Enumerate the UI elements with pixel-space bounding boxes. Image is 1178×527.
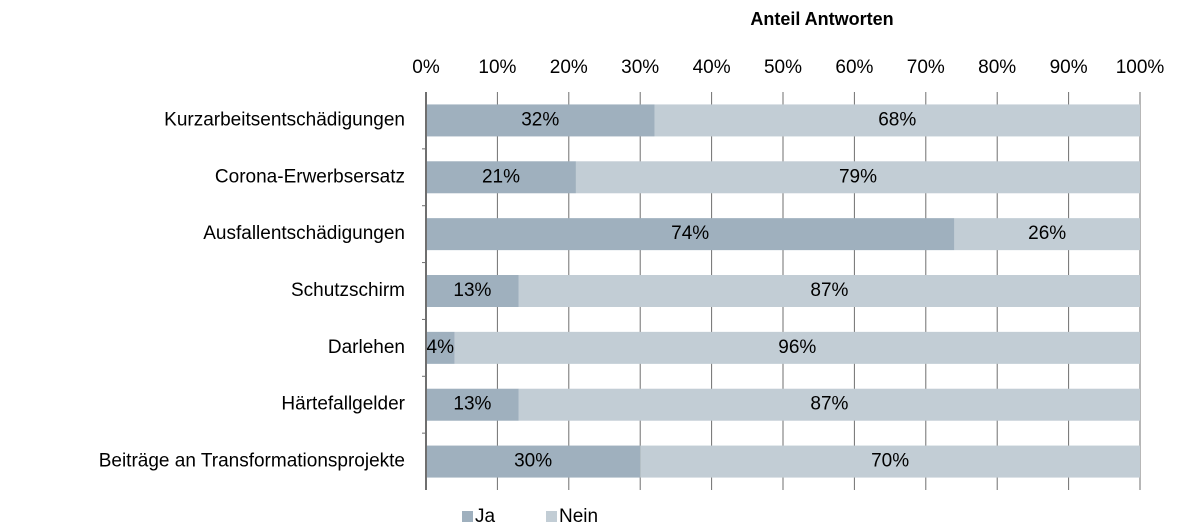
bar-segment — [426, 104, 655, 137]
legend-swatch — [462, 511, 473, 522]
data-label: 68% — [878, 109, 916, 130]
bar-segment — [518, 388, 1140, 421]
data-label: 32% — [521, 109, 559, 130]
bar-segment — [426, 218, 955, 251]
data-label: 74% — [671, 223, 709, 244]
data-label: 96% — [778, 337, 816, 358]
data-label: 21% — [482, 166, 520, 187]
bar-segment — [426, 331, 455, 364]
bar-segment — [654, 104, 1140, 137]
bar-segment — [518, 275, 1140, 307]
x-tick-label: 10% — [478, 57, 516, 78]
data-label: 87% — [810, 280, 848, 301]
y-tick-label: Schutzschirm — [291, 280, 405, 301]
data-label: 13% — [453, 394, 491, 415]
data-label: 79% — [839, 166, 877, 187]
x-tick-label: 60% — [835, 57, 873, 78]
data-label: 4% — [427, 337, 455, 358]
bar-segment — [426, 445, 641, 478]
legend-label: Nein — [559, 506, 598, 527]
x-tick-label: 50% — [764, 57, 802, 78]
x-tick-label: 0% — [412, 57, 440, 78]
bar-segment — [426, 275, 519, 307]
y-tick-label: Härtefallgelder — [281, 394, 405, 415]
y-tick-label: Kurzarbeitsentschädigungen — [164, 109, 405, 130]
legend-swatch — [546, 511, 557, 522]
bar-segment — [454, 331, 1140, 364]
bar-segment — [426, 161, 576, 194]
bar-segment — [954, 218, 1140, 251]
data-label: 70% — [871, 451, 909, 472]
x-tick-label: 30% — [621, 57, 659, 78]
legend-label: Ja — [475, 506, 496, 527]
x-tick-label: 20% — [550, 57, 588, 78]
bar-segment — [640, 445, 1140, 478]
x-tick-label: 100% — [1116, 57, 1165, 78]
x-tick-label: 70% — [907, 57, 945, 78]
data-label: 13% — [453, 280, 491, 301]
bar-segment — [426, 388, 519, 421]
y-tick-label: Corona-Erwerbsersatz — [215, 166, 405, 187]
x-tick-label: 80% — [978, 57, 1016, 78]
data-label: 30% — [514, 451, 552, 472]
data-label: 87% — [810, 394, 848, 415]
x-tick-label: 40% — [693, 57, 731, 78]
data-label: 26% — [1028, 223, 1066, 244]
chart-title: Anteil Antworten — [750, 9, 893, 29]
y-tick-label: Ausfallentschädigungen — [203, 223, 405, 244]
y-tick-label: Darlehen — [328, 337, 405, 358]
bar-segment — [575, 161, 1140, 194]
x-tick-label: 90% — [1050, 57, 1088, 78]
y-tick-label: Beiträge an Transformationsprojekte — [99, 451, 405, 472]
